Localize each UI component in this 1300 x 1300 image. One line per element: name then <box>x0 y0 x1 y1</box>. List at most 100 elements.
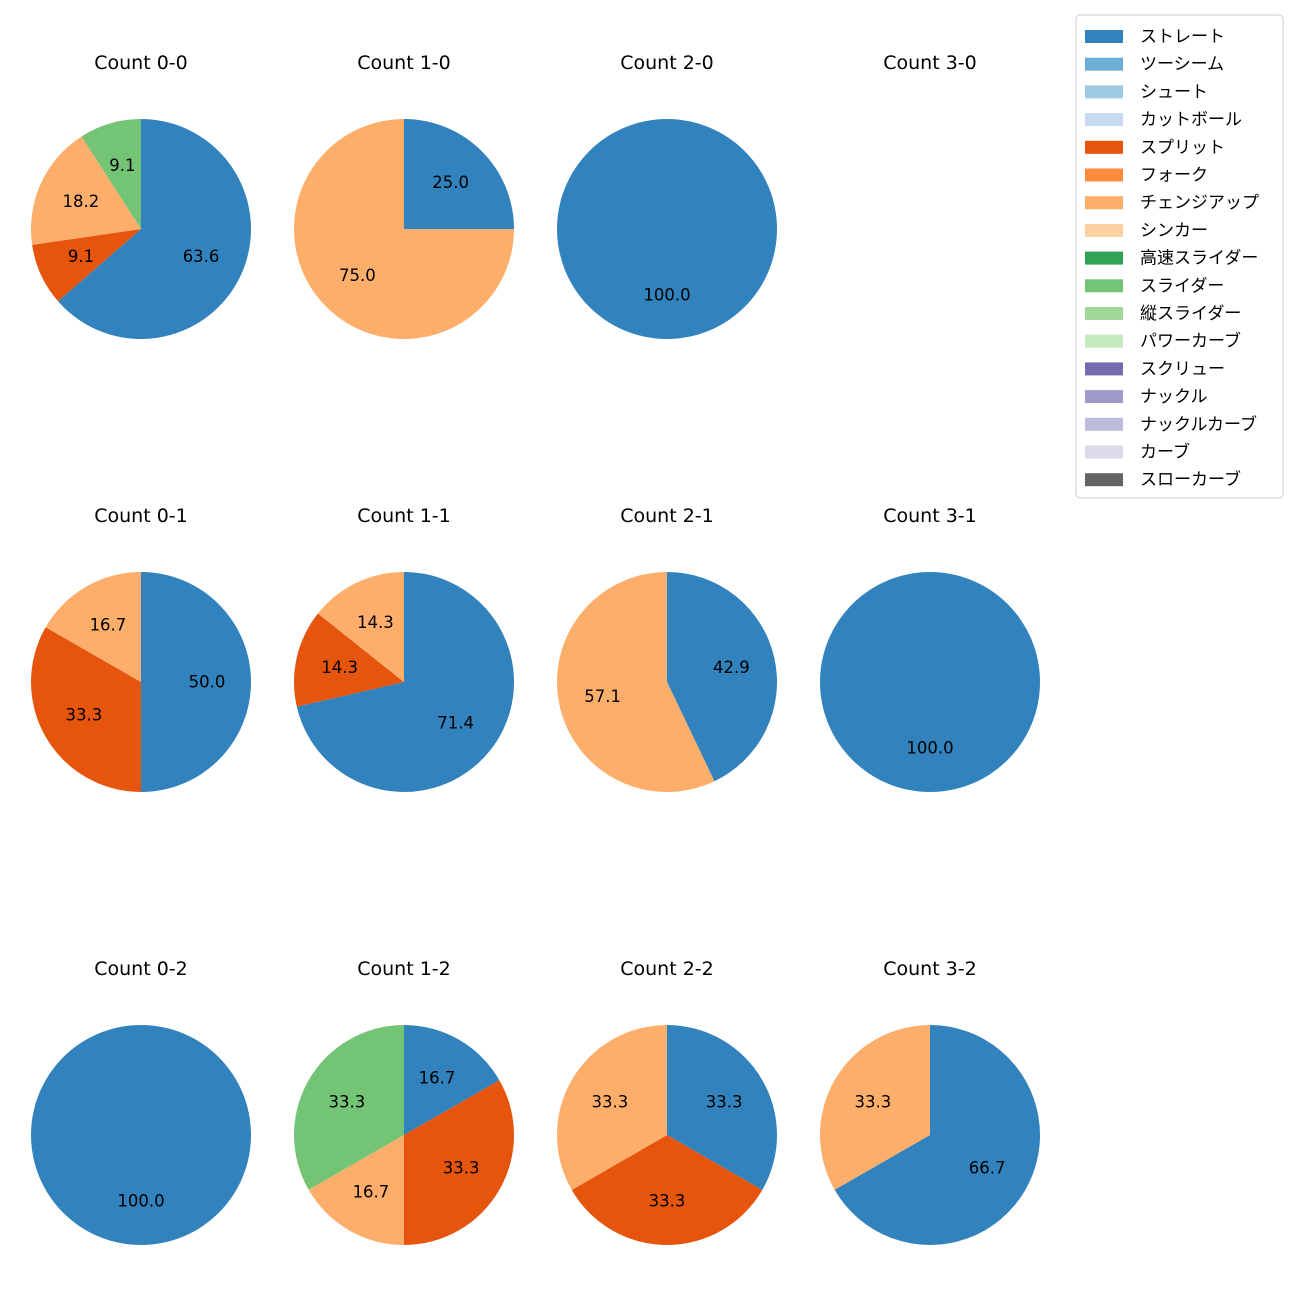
pie-slice <box>30 136 141 245</box>
legend-label: シュート <box>1140 82 1208 102</box>
pie-title: Count 2-0 <box>620 52 714 74</box>
pie-slice-label: 100.0 <box>906 739 953 758</box>
pie-slice <box>820 572 1040 792</box>
legend-swatch <box>1085 251 1123 265</box>
legend-item: スライダー <box>1085 276 1224 296</box>
legend-swatch <box>1085 307 1123 320</box>
legend-swatch <box>1085 85 1123 99</box>
pie-slice <box>308 1135 404 1245</box>
pie-count-3-1: Count 3-1 100.0 <box>820 505 1040 792</box>
legend-label: ツーシーム <box>1140 55 1224 75</box>
pie-slice-label: 42.9 <box>713 658 750 677</box>
pie-title: Count 1-0 <box>357 52 451 74</box>
pie-count-0-2: Count 0-2 100.0 <box>31 958 251 1245</box>
pie-slice-label: 33.3 <box>649 1192 686 1211</box>
legend: ストレートツーシームシュートカットボールスプリットフォークチェンジアップシンカー… <box>1075 14 1284 499</box>
pie-slice <box>296 572 514 792</box>
legend-label: スプリット <box>1140 138 1225 158</box>
legend-item: パワーカーブ <box>1085 331 1241 352</box>
pie-slice <box>32 229 142 302</box>
pie-slice <box>404 119 514 229</box>
pie-slice <box>667 1025 777 1190</box>
pie-slice <box>317 572 404 682</box>
legend-swatch <box>1085 196 1123 210</box>
pie-slice <box>141 572 251 792</box>
legend-label: スライダー <box>1140 276 1224 296</box>
legend-item: カットボール <box>1085 110 1242 130</box>
pie-slice-label: 33.3 <box>443 1159 480 1178</box>
legend-frame <box>1075 14 1284 499</box>
legend-swatch <box>1085 334 1123 348</box>
legend-label: スローカーブ <box>1140 469 1241 490</box>
legend-label: 縦スライダー <box>1140 304 1241 324</box>
pie-slice-label: 16.7 <box>419 1068 456 1087</box>
pie-title: Count 2-2 <box>620 958 714 980</box>
pie-slice <box>293 613 404 707</box>
pie-count-1-0: Count 1-0 25.0 75.0 <box>294 52 514 339</box>
legend-item: ストレート <box>1085 27 1225 47</box>
legend-item: チェンジアップ <box>1085 193 1259 213</box>
pie-count-0-0: Count 0-0 63.6 9.1 18.2 9.1 <box>30 52 251 339</box>
legend-label: パワーカーブ <box>1140 331 1241 352</box>
pie-title: Count 1-2 <box>357 958 451 980</box>
pie-slice-label: 33.3 <box>329 1092 366 1111</box>
legend-swatch <box>1085 30 1123 43</box>
legend-item: フォーク <box>1085 166 1208 186</box>
pie-slice <box>293 1025 404 1190</box>
pie-slice-label: 50.0 <box>189 673 226 692</box>
legend-swatch <box>1085 168 1123 182</box>
pie-slice <box>45 572 141 682</box>
pie-slice <box>58 119 251 339</box>
legend-item: 縦スライダー <box>1085 304 1241 324</box>
legend-label: カーブ <box>1140 442 1190 463</box>
pie-count-3-0: Count 3-0 <box>883 52 977 74</box>
pie-slice-label: 25.0 <box>432 173 469 192</box>
pie-title: Count 3-2 <box>883 958 977 980</box>
legend-item: 高速スライダー <box>1085 249 1258 269</box>
legend-item: カーブ <box>1085 442 1190 463</box>
pie-slice-label: 33.3 <box>66 706 103 725</box>
legend-swatch <box>1085 57 1123 71</box>
legend-swatch <box>1085 445 1123 459</box>
pie-slice <box>404 1080 514 1245</box>
pie-slice <box>556 572 715 792</box>
legend-label: ナックル <box>1140 387 1208 407</box>
legend-swatch <box>1085 223 1123 237</box>
pie-slice <box>30 627 142 792</box>
legend-swatch <box>1085 417 1123 431</box>
pie-title: Count 3-1 <box>883 505 977 527</box>
legend-label: フォーク <box>1140 166 1208 186</box>
legend-label: シンカー <box>1140 221 1208 241</box>
pie-slice-label: 14.3 <box>321 658 358 677</box>
pie-slice <box>294 119 514 339</box>
pie-count-1-1: Count 1-1 71.4 14.3 14.3 <box>293 505 514 792</box>
pie-slice <box>667 572 777 782</box>
pie-slice-label: 71.4 <box>437 714 474 733</box>
pie-slice-label: 75.0 <box>339 266 376 285</box>
pie-slice-label: 100.0 <box>643 286 690 305</box>
legend-swatch <box>1085 390 1123 404</box>
pie-title: Count 0-0 <box>94 52 188 74</box>
pie-slice-label: 9.1 <box>109 156 135 175</box>
pie-slice <box>31 1025 251 1245</box>
pie-slice-label: 16.7 <box>90 615 127 634</box>
pie-count-1-2: Count 1-2 16.7 33.3 16.7 33.3 <box>293 958 514 1245</box>
pie-count-3-2: Count 3-2 66.7 33.3 <box>820 958 1040 1245</box>
pie-count-2-0: Count 2-0 100.0 <box>557 52 777 339</box>
legend-swatch <box>1085 279 1123 293</box>
legend-item: ツーシーム <box>1085 55 1224 75</box>
pie-title: Count 0-2 <box>94 958 188 980</box>
legend-label: チェンジアップ <box>1140 193 1259 213</box>
pie-title: Count 1-1 <box>357 505 451 527</box>
pie-slice <box>404 1025 500 1135</box>
pie-title: Count 0-1 <box>94 505 188 527</box>
pie-count-2-1: Count 2-1 42.9 57.1 <box>556 505 777 792</box>
legend-item: シンカー <box>1085 221 1208 241</box>
legend-item: ナックル <box>1085 387 1208 407</box>
legend-label: 高速スライダー <box>1140 249 1258 269</box>
legend-label: スクリュー <box>1140 359 1225 379</box>
legend-item: スプリット <box>1085 138 1225 158</box>
pie-slice-label: 18.2 <box>63 192 100 211</box>
pie-title: Count 3-0 <box>883 52 977 74</box>
